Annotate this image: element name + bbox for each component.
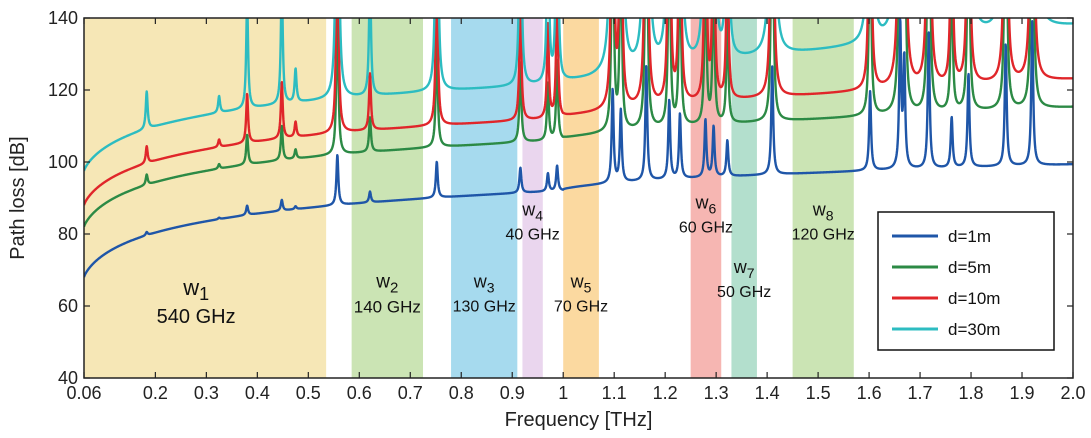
legend-entry: d=10m bbox=[892, 289, 1000, 308]
window-label-4: w4 40 GHz bbox=[505, 200, 559, 244]
y-tick-label: 120 bbox=[48, 80, 78, 100]
window-bandwidth: 130 GHz bbox=[453, 299, 516, 316]
plot-frame bbox=[83, 17, 1074, 379]
window-name: w7 bbox=[733, 257, 755, 281]
window-name: w5 bbox=[570, 272, 592, 296]
x-tick-label: 0.3 bbox=[194, 383, 219, 403]
x-tick-label: 1.1 bbox=[602, 383, 627, 403]
legend-label: d=5m bbox=[948, 258, 991, 277]
series-line-d=10m bbox=[84, 18, 1073, 206]
x-tick-label: 1.2 bbox=[653, 383, 678, 403]
window-name: w3 bbox=[473, 272, 495, 296]
legend-items: d=1m d=5m d=10m d=30m bbox=[892, 227, 1000, 339]
x-tick-label: 1.5 bbox=[806, 383, 831, 403]
x-tick-label: 1.4 bbox=[755, 383, 780, 403]
x-tick-label: 2.0 bbox=[1060, 383, 1085, 403]
x-tick-label: 0.9 bbox=[500, 383, 525, 403]
x-tick-label: 1.3 bbox=[704, 383, 729, 403]
window-name: w6 bbox=[695, 192, 717, 216]
window-name: w2 bbox=[375, 272, 398, 297]
series-line-d=30m bbox=[84, 18, 1073, 172]
legend-label: d=30m bbox=[948, 320, 1000, 339]
x-tick-label: 0.5 bbox=[296, 383, 321, 403]
y-tick-label: 60 bbox=[58, 296, 78, 316]
window-band-2 bbox=[351, 18, 424, 378]
y-tick-label: 40 bbox=[58, 368, 78, 388]
x-axis-title: Frequency [THz] bbox=[505, 409, 653, 431]
window-band-3 bbox=[451, 18, 518, 378]
window-band-7 bbox=[731, 18, 757, 378]
x-tick-label: 1.9 bbox=[1010, 383, 1035, 403]
legend: d=1m d=5m d=10m d=30m bbox=[877, 211, 1055, 351]
x-tick-label: 0.2 bbox=[143, 383, 168, 403]
x-tick-label: 0.06 bbox=[66, 383, 101, 403]
window-band-1 bbox=[84, 18, 327, 378]
series-lines bbox=[84, 18, 1073, 278]
window-bandwidth: 40 GHz bbox=[505, 227, 559, 244]
axis-ticks: 0.06 0.2 0.3 0.4 0.5 0.6 0.7 0.8 0.9 1 1.1 1.2 1.3 1.… bbox=[48, 8, 1086, 403]
window-label-5: w5 70 GHz bbox=[554, 272, 608, 316]
legend-label: d=10m bbox=[948, 289, 1000, 308]
y-tick-label: 140 bbox=[48, 8, 78, 28]
x-tick-label: 0.4 bbox=[245, 383, 270, 403]
x-tick-label: 1 bbox=[558, 383, 568, 403]
series-line-d=5m bbox=[84, 18, 1073, 228]
x-tick-label: 1.7 bbox=[908, 383, 933, 403]
window-bandwidth: 70 GHz bbox=[554, 299, 608, 316]
window-band-8 bbox=[792, 18, 854, 378]
window-name: w8 bbox=[812, 200, 834, 224]
window-label-8: w8 120 GHz bbox=[792, 200, 855, 244]
y-axis-title: Path loss [dB] bbox=[7, 136, 29, 259]
window-bandwidth: 120 GHz bbox=[792, 227, 855, 244]
window-label-3: w3 130 GHz bbox=[453, 272, 516, 316]
series-line-d=1m bbox=[84, 18, 1073, 278]
y-tick-label: 80 bbox=[58, 224, 78, 244]
x-tick-label: 1.6 bbox=[857, 383, 882, 403]
window-bandwidth: 60 GHz bbox=[679, 219, 733, 236]
window-bandwidth: 540 GHz bbox=[157, 306, 236, 328]
legend-label: d=1m bbox=[948, 227, 991, 246]
window-band-4 bbox=[522, 18, 543, 378]
window-name: w4 bbox=[521, 200, 543, 224]
window-bandwidth: 140 GHz bbox=[354, 298, 421, 317]
x-tick-label: 0.6 bbox=[347, 383, 372, 403]
legend-entry: d=30m bbox=[892, 320, 1000, 339]
y-tick-label: 100 bbox=[48, 152, 78, 172]
window-label-7: w7 50 GHz bbox=[717, 257, 771, 301]
window-bandwidth: 50 GHz bbox=[717, 284, 771, 301]
legend-entry: d=5m bbox=[892, 258, 991, 277]
transmission-windows bbox=[84, 18, 854, 378]
legend-entry: d=1m bbox=[892, 227, 991, 246]
window-label-6: w6 60 GHz bbox=[679, 192, 733, 236]
x-tick-label: 0.8 bbox=[449, 383, 474, 403]
window-name: w1 bbox=[182, 275, 209, 304]
x-tick-label: 0.7 bbox=[398, 383, 423, 403]
x-tick-label: 1.8 bbox=[959, 383, 984, 403]
